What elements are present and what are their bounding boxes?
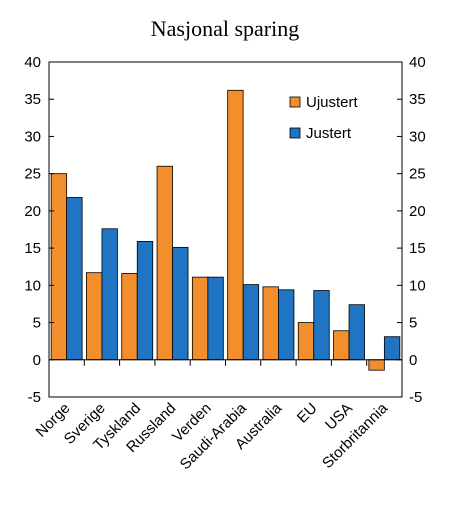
legend-swatch-justert	[289, 127, 301, 139]
y-tick-label-right: 5	[409, 315, 417, 332]
y-tick-label-right: 40	[409, 54, 426, 71]
y-tick-label-left: 10	[24, 277, 41, 294]
bar-justert-usa	[348, 304, 365, 361]
bar-justert-tyskland	[136, 241, 154, 361]
y-tick-label-right: 20	[409, 203, 426, 220]
plot-frame	[48, 61, 403, 398]
chart-title: Nasjonal sparing	[151, 16, 299, 41]
legend-swatch-ujustert	[289, 96, 301, 108]
bar-ujustert-verden	[191, 276, 209, 361]
y-tick-label-left: 35	[24, 91, 41, 108]
bar-ujustert-tyskland	[121, 273, 138, 361]
y-tick-label-right: 35	[409, 91, 426, 108]
y-axis-left: -5 0 5 10 15 20 25 30 35 40	[24, 54, 54, 406]
bar-ujustert-sverige	[86, 272, 103, 361]
y-tick-label-right: 25	[409, 166, 426, 183]
bar-justert-norge	[66, 197, 83, 361]
y-tick-label-left: 40	[24, 54, 41, 71]
bar-ujustert-australia	[262, 286, 279, 361]
x-category-label: EU	[294, 400, 321, 427]
y-tick-label-right: -5	[409, 389, 422, 406]
bar-justert-verden	[207, 276, 224, 361]
y-tick-label-right: 30	[409, 128, 426, 145]
bar-justert-saudi-arabia	[242, 284, 260, 361]
y-tick-label-left: 20	[24, 203, 41, 220]
bar-ujustert-norge	[50, 173, 68, 361]
bar-justert-sverige	[101, 228, 118, 361]
x-category-label: Storbritannia	[319, 399, 392, 472]
legend-label-justert: Justert	[306, 125, 352, 142]
legend: Ujustert Justert	[289, 94, 359, 142]
y-tick-label-left: -5	[28, 389, 41, 406]
y-tick-label-left: 0	[33, 352, 41, 369]
bar-justert-eu	[313, 290, 330, 361]
bar-justert-russland	[172, 246, 189, 361]
bar-ujustert-saudi-arabia	[227, 89, 244, 361]
y-tick-label-left: 30	[24, 128, 41, 145]
y-tick-label-right: 10	[409, 277, 426, 294]
bars-group	[50, 89, 401, 371]
y-tick-label-left: 5	[33, 315, 41, 332]
y-tick-label-left: 25	[24, 166, 41, 183]
bar-justert-storbritannia	[383, 336, 401, 361]
x-axis-labels: NorgeSverigeTysklandRusslandVerdenSaudi-…	[33, 399, 392, 473]
bar-ujustert-russland	[156, 165, 173, 361]
bar-ujustert-eu	[297, 322, 315, 361]
y-tick-label-left: 15	[24, 240, 41, 257]
legend-label-ujustert: Ujustert	[306, 94, 359, 111]
y-tick-label-right: 15	[409, 240, 426, 257]
bar-justert-australia	[278, 289, 295, 361]
bar-ujustert-usa	[333, 330, 350, 361]
bar-ujustert-storbritannia	[368, 359, 385, 371]
y-axis-right: -5 0 5 10 15 20 25 30 35 40	[397, 54, 426, 406]
axes-group	[48, 61, 403, 398]
y-tick-label-right: 0	[409, 352, 417, 369]
